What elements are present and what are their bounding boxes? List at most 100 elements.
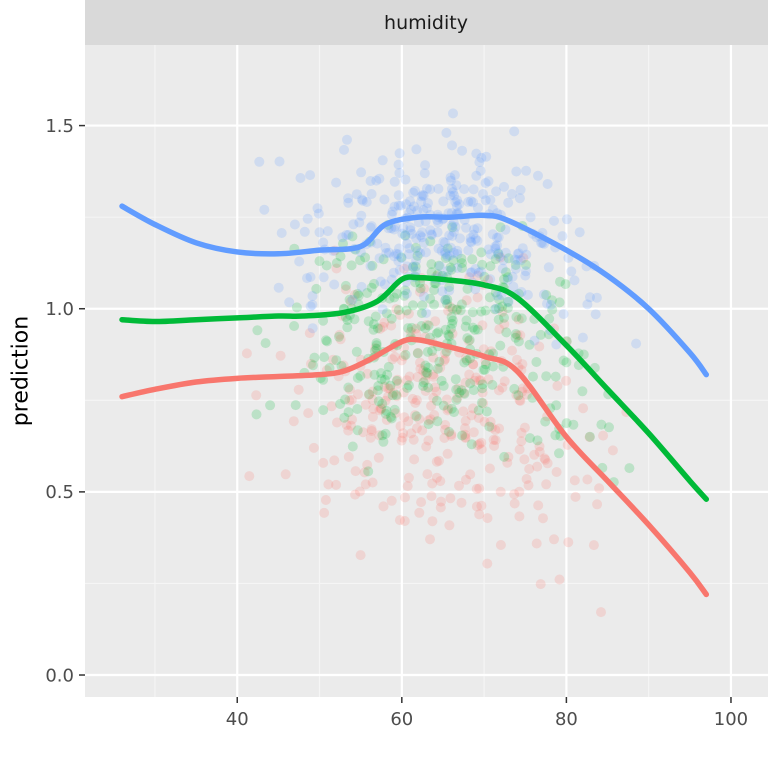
scatter-point — [574, 227, 585, 238]
scatter-point — [509, 383, 520, 394]
scatter-point — [399, 342, 410, 353]
scatter-point — [418, 205, 429, 215]
scatter-point — [460, 353, 471, 364]
scatter-point — [418, 381, 429, 391]
scatter-point — [444, 331, 455, 342]
scatter-point — [314, 227, 325, 238]
scatter-point — [396, 435, 407, 446]
scatter-point — [442, 243, 453, 254]
scatter-point — [429, 382, 440, 393]
scatter-point — [422, 346, 433, 357]
scatter-point — [440, 247, 450, 257]
scatter-point — [478, 398, 489, 409]
scatter-point — [302, 213, 313, 224]
scatter-point — [551, 400, 562, 411]
scatter-point — [516, 313, 527, 324]
scatter-point — [451, 304, 462, 315]
scatter-point — [426, 491, 437, 502]
scatter-point — [435, 261, 445, 272]
scatter-point — [436, 245, 447, 256]
scatter-point — [470, 233, 481, 244]
scatter-point — [400, 349, 411, 360]
scatter-point — [401, 305, 412, 316]
scatter-point — [512, 354, 522, 365]
scatter-point — [396, 355, 407, 366]
scatter-point — [440, 420, 451, 430]
scatter-point — [364, 389, 375, 400]
scatter-point — [379, 194, 390, 205]
scatter-point — [447, 222, 458, 233]
scatter-point — [466, 196, 476, 207]
scatter-point — [485, 274, 496, 285]
scatter-point — [362, 288, 373, 298]
scatter-point — [423, 382, 434, 393]
scatter-point — [502, 457, 513, 468]
scatter-point — [417, 425, 428, 436]
scatter-point — [558, 355, 569, 366]
scatter-point — [432, 363, 443, 374]
scatter-point — [391, 390, 402, 400]
scatter-point — [425, 293, 436, 304]
scatter-point — [493, 314, 504, 325]
scatter-point — [346, 394, 357, 405]
scatter-point — [448, 247, 459, 258]
scatter-point — [381, 405, 392, 416]
scatter-point — [241, 348, 252, 359]
scatter-point — [419, 291, 429, 302]
scatter-point — [439, 355, 450, 366]
scatter-point — [276, 228, 287, 238]
scatter-point — [445, 262, 456, 273]
scatter-point — [355, 370, 366, 381]
scatter-point — [482, 513, 493, 524]
scatter-point — [454, 199, 465, 210]
scatter-point — [383, 383, 394, 394]
scatter-point — [551, 339, 562, 350]
scatter-point — [367, 411, 378, 422]
scatter-point — [433, 243, 444, 254]
scatter-point — [444, 301, 455, 312]
scatter-point — [422, 368, 433, 379]
scatter-point — [476, 500, 487, 511]
scatter-point — [471, 170, 482, 181]
scatter-point — [509, 126, 520, 137]
scatter-point — [302, 273, 312, 284]
x-axis: 40 60 80 100 — [226, 697, 748, 730]
scatter-point — [515, 184, 526, 195]
scatter-point — [354, 486, 365, 497]
scatter-point — [362, 459, 373, 470]
scatter-point — [446, 264, 457, 275]
scatter-point — [393, 378, 404, 389]
scatter-point — [343, 197, 354, 208]
scatter-point — [607, 445, 618, 456]
scatter-point — [393, 256, 404, 267]
scatter-point — [465, 469, 476, 480]
scatter-point — [415, 286, 425, 297]
scatter-point — [323, 479, 334, 490]
scatter-point — [366, 426, 377, 436]
scatter-point — [528, 371, 538, 382]
scatter-point — [477, 383, 488, 394]
scatter-point — [449, 170, 460, 181]
scatter-point — [389, 251, 400, 262]
scatter-point — [343, 193, 354, 204]
y-tick-label: 0.0 — [45, 665, 74, 686]
scatter-point — [441, 394, 452, 405]
scatter-point — [459, 184, 470, 195]
scatter-point — [411, 329, 422, 339]
scatter-point — [497, 263, 508, 274]
scatter-point — [331, 355, 342, 366]
scatter-point — [320, 495, 331, 505]
scatter-point — [433, 217, 444, 228]
scatter-point — [512, 249, 523, 259]
scatter-point — [353, 389, 363, 400]
scatter-point — [373, 396, 384, 407]
scatter-point — [455, 305, 466, 316]
scatter-point — [321, 335, 331, 346]
scatter-point — [366, 189, 377, 199]
scatter-point — [471, 148, 482, 159]
scatter-point — [510, 263, 521, 274]
scatter-point — [415, 357, 425, 368]
scatter-point — [429, 299, 440, 310]
scatter-point — [503, 253, 514, 264]
scatter-point — [499, 181, 509, 192]
